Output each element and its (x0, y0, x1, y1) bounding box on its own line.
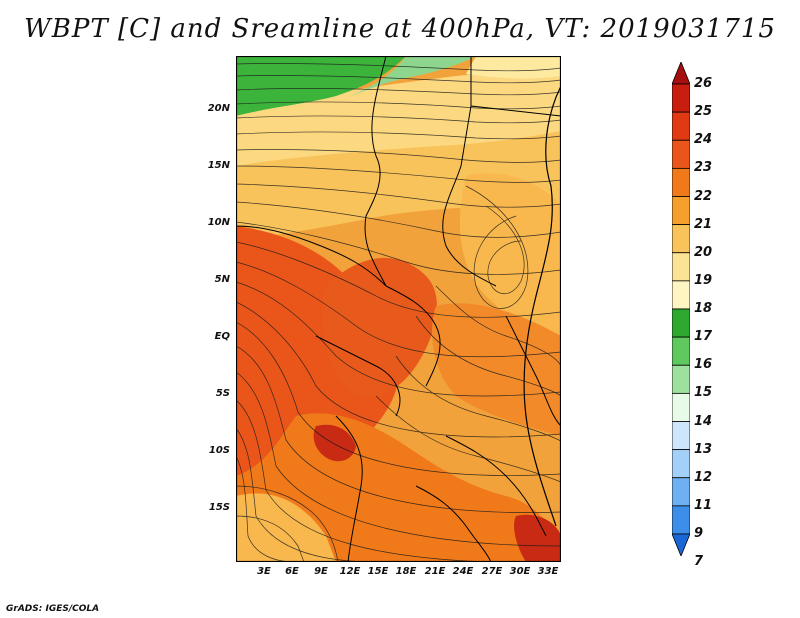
lon-label-15e: 15E (367, 566, 389, 577)
colorbar-swatch (672, 83, 690, 113)
map-plot-area (236, 56, 561, 562)
colorbar-label: 7 (694, 554, 704, 570)
lon-label-6e: 6E (285, 566, 299, 577)
lon-label-24e: 24E (452, 566, 474, 577)
lat-label-10n: 10N (207, 217, 230, 228)
colorbar-swatch (672, 224, 690, 254)
colorbar-label: 17 (694, 329, 713, 345)
colorbar-swatch (672, 505, 690, 535)
green-zone (236, 56, 406, 116)
lon-label-30e: 30E (509, 566, 531, 577)
lat-label-10s: 10S (208, 445, 230, 456)
colorbar-label: 11 (694, 497, 713, 513)
lat-label-5n: 5N (214, 274, 230, 285)
lon-label-3e: 3E (257, 566, 271, 577)
lon-label-9e: 9E (314, 566, 328, 577)
lon-label-33e: 33E (537, 566, 559, 577)
colorbar-swatch (672, 111, 690, 141)
colorbar-swatch (672, 336, 690, 366)
colorbar-label: 23 (694, 160, 713, 176)
colorbar-bottom-arrow (672, 533, 690, 556)
colorbar-swatch (672, 449, 690, 479)
colorbar-top-arrow (672, 62, 690, 85)
colorbar-swatch (672, 477, 690, 507)
lon-label-12e: 12E (339, 566, 361, 577)
colorbar-label: 20 (694, 244, 713, 260)
footer-credit: GrADS: IGES/COLA (6, 604, 100, 614)
colorbar-label: 13 (694, 441, 713, 457)
colorbar-label: 21 (694, 216, 713, 232)
light-orange-southwest (236, 493, 336, 562)
colorbar-label: 18 (694, 301, 713, 316)
colorbar-label: 9 (694, 526, 704, 541)
colorbar-swatch (672, 139, 690, 169)
colorbar-label: 26 (694, 76, 713, 91)
colorbar-swatch (672, 421, 690, 451)
streamlines (236, 63, 561, 562)
red-southeast (514, 514, 561, 562)
colorbar-label: 19 (694, 272, 713, 288)
lon-label-18e: 18E (395, 566, 417, 577)
colorbar-label: 24 (694, 132, 713, 148)
colorbar-label: 22 (694, 188, 713, 204)
colorbar-label: 15 (694, 385, 713, 401)
colorbar-swatch (672, 167, 690, 197)
colorbar-label: 12 (694, 469, 713, 485)
colorbar-label: 16 (694, 357, 713, 373)
chart-title: WBPT [C] and Sreamline at 400hPa, VT: 20… (24, 14, 776, 44)
lat-label-20n: 20N (207, 103, 230, 114)
colorbar-swatch (672, 196, 690, 226)
colorbar (672, 62, 690, 556)
colorbar-label: 14 (694, 413, 713, 429)
colorbar-swatch (672, 392, 690, 422)
yellow-band (236, 131, 561, 241)
orange-zone-west (236, 226, 399, 476)
lon-label-27e: 27E (481, 566, 503, 577)
lon-label-21e: 21E (424, 566, 446, 577)
coastline (523, 85, 561, 527)
orange-east-mid (432, 303, 561, 436)
colorbar-swatch (672, 308, 690, 338)
colorbar-swatch (672, 280, 690, 310)
lat-label-15s: 15S (208, 502, 230, 513)
lat-label-15n: 15N (207, 160, 230, 171)
colorbar-swatch (672, 252, 690, 282)
orange-zone-center (322, 257, 437, 397)
green-light-zone (346, 56, 476, 98)
red-core (313, 424, 356, 462)
yellow-top-right (466, 56, 561, 79)
map-frame (236, 56, 561, 562)
lat-label-eq: EQ (214, 331, 230, 342)
colorbar-label: 25 (694, 104, 713, 120)
colorbar-swatch (672, 364, 690, 394)
light-orange-east (459, 173, 561, 356)
lat-label-5s: 5S (215, 388, 230, 399)
country-borders (236, 56, 561, 562)
